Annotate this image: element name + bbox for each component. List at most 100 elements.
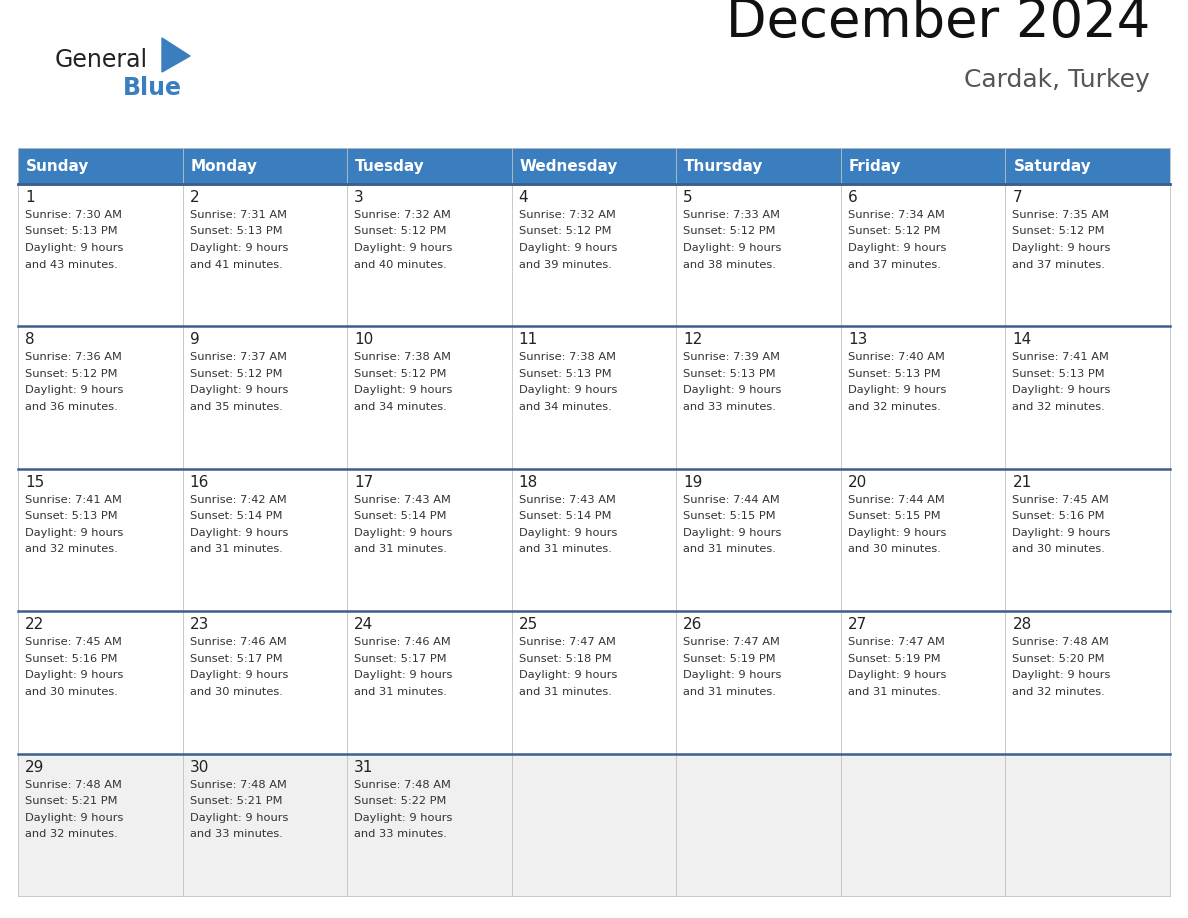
Text: Daylight: 9 hours: Daylight: 9 hours bbox=[848, 670, 946, 680]
Text: Daylight: 9 hours: Daylight: 9 hours bbox=[683, 670, 782, 680]
Text: Sunset: 5:13 PM: Sunset: 5:13 PM bbox=[683, 369, 776, 379]
Text: Sunrise: 7:48 AM: Sunrise: 7:48 AM bbox=[190, 779, 286, 789]
Text: and 31 minutes.: and 31 minutes. bbox=[354, 544, 447, 554]
Bar bbox=[183, 184, 347, 327]
Text: and 31 minutes.: and 31 minutes. bbox=[848, 687, 941, 697]
Text: Sunset: 5:14 PM: Sunset: 5:14 PM bbox=[354, 511, 447, 521]
Text: Sunset: 5:12 PM: Sunset: 5:12 PM bbox=[354, 227, 447, 237]
Text: Monday: Monday bbox=[190, 159, 258, 174]
Text: 29: 29 bbox=[25, 759, 44, 775]
Text: and 30 minutes.: and 30 minutes. bbox=[190, 687, 283, 697]
Text: and 38 minutes.: and 38 minutes. bbox=[683, 260, 776, 270]
Text: and 31 minutes.: and 31 minutes. bbox=[190, 544, 283, 554]
Text: 11: 11 bbox=[519, 332, 538, 347]
Text: 23: 23 bbox=[190, 617, 209, 633]
Text: 16: 16 bbox=[190, 475, 209, 490]
Bar bbox=[676, 754, 841, 896]
Text: Saturday: Saturday bbox=[1013, 159, 1092, 174]
Text: and 31 minutes.: and 31 minutes. bbox=[683, 687, 776, 697]
Text: Sunset: 5:21 PM: Sunset: 5:21 PM bbox=[190, 796, 282, 806]
Bar bbox=[18, 754, 183, 896]
Bar bbox=[841, 148, 1005, 184]
Text: Daylight: 9 hours: Daylight: 9 hours bbox=[683, 243, 782, 253]
Bar bbox=[676, 148, 841, 184]
Text: Daylight: 9 hours: Daylight: 9 hours bbox=[354, 670, 453, 680]
Text: Sunset: 5:13 PM: Sunset: 5:13 PM bbox=[848, 369, 941, 379]
Bar bbox=[841, 469, 1005, 611]
Text: 25: 25 bbox=[519, 617, 538, 633]
Bar bbox=[1005, 754, 1170, 896]
Text: Sunrise: 7:47 AM: Sunrise: 7:47 AM bbox=[683, 637, 781, 647]
Text: 3: 3 bbox=[354, 190, 364, 205]
Text: 8: 8 bbox=[25, 332, 34, 347]
Text: and 32 minutes.: and 32 minutes. bbox=[25, 829, 118, 839]
Text: 6: 6 bbox=[848, 190, 858, 205]
Text: 4: 4 bbox=[519, 190, 529, 205]
Text: Daylight: 9 hours: Daylight: 9 hours bbox=[25, 670, 124, 680]
Text: Sunset: 5:12 PM: Sunset: 5:12 PM bbox=[848, 227, 941, 237]
Text: and 30 minutes.: and 30 minutes. bbox=[848, 544, 941, 554]
Text: 17: 17 bbox=[354, 475, 373, 490]
Text: and 31 minutes.: and 31 minutes. bbox=[519, 544, 612, 554]
Text: Sunrise: 7:40 AM: Sunrise: 7:40 AM bbox=[848, 353, 944, 363]
Text: Sunrise: 7:48 AM: Sunrise: 7:48 AM bbox=[1012, 637, 1110, 647]
Text: Daylight: 9 hours: Daylight: 9 hours bbox=[1012, 243, 1111, 253]
Text: Daylight: 9 hours: Daylight: 9 hours bbox=[190, 243, 287, 253]
Bar bbox=[512, 611, 676, 754]
Text: Sunrise: 7:47 AM: Sunrise: 7:47 AM bbox=[848, 637, 944, 647]
Text: Sunrise: 7:35 AM: Sunrise: 7:35 AM bbox=[1012, 210, 1110, 220]
Text: Sunset: 5:12 PM: Sunset: 5:12 PM bbox=[25, 369, 118, 379]
Text: General: General bbox=[55, 48, 148, 72]
Bar bbox=[347, 327, 512, 469]
Text: Sunrise: 7:38 AM: Sunrise: 7:38 AM bbox=[354, 353, 451, 363]
Text: Daylight: 9 hours: Daylight: 9 hours bbox=[25, 386, 124, 396]
Text: Daylight: 9 hours: Daylight: 9 hours bbox=[519, 670, 617, 680]
Text: and 33 minutes.: and 33 minutes. bbox=[190, 829, 283, 839]
Text: Sunset: 5:13 PM: Sunset: 5:13 PM bbox=[190, 227, 283, 237]
Bar bbox=[18, 184, 183, 327]
Bar bbox=[676, 327, 841, 469]
Text: Sunrise: 7:42 AM: Sunrise: 7:42 AM bbox=[190, 495, 286, 505]
Bar bbox=[1005, 148, 1170, 184]
Text: and 34 minutes.: and 34 minutes. bbox=[519, 402, 612, 412]
Text: Daylight: 9 hours: Daylight: 9 hours bbox=[519, 386, 617, 396]
Text: 19: 19 bbox=[683, 475, 702, 490]
Bar bbox=[347, 611, 512, 754]
Bar bbox=[347, 754, 512, 896]
Text: Sunrise: 7:30 AM: Sunrise: 7:30 AM bbox=[25, 210, 122, 220]
Text: Sunrise: 7:32 AM: Sunrise: 7:32 AM bbox=[354, 210, 451, 220]
Text: and 31 minutes.: and 31 minutes. bbox=[354, 687, 447, 697]
Text: Daylight: 9 hours: Daylight: 9 hours bbox=[519, 243, 617, 253]
Text: and 43 minutes.: and 43 minutes. bbox=[25, 260, 118, 270]
Text: Friday: Friday bbox=[849, 159, 902, 174]
Text: and 37 minutes.: and 37 minutes. bbox=[848, 260, 941, 270]
Text: Sunset: 5:19 PM: Sunset: 5:19 PM bbox=[683, 654, 776, 664]
Text: 18: 18 bbox=[519, 475, 538, 490]
Text: 12: 12 bbox=[683, 332, 702, 347]
Text: Tuesday: Tuesday bbox=[355, 159, 425, 174]
Text: and 37 minutes.: and 37 minutes. bbox=[1012, 260, 1105, 270]
Text: Sunset: 5:13 PM: Sunset: 5:13 PM bbox=[1012, 369, 1105, 379]
Bar bbox=[18, 327, 183, 469]
Text: Sunrise: 7:46 AM: Sunrise: 7:46 AM bbox=[354, 637, 451, 647]
Bar bbox=[512, 184, 676, 327]
Bar bbox=[183, 327, 347, 469]
Text: Sunrise: 7:33 AM: Sunrise: 7:33 AM bbox=[683, 210, 781, 220]
Text: and 36 minutes.: and 36 minutes. bbox=[25, 402, 118, 412]
Text: Sunset: 5:17 PM: Sunset: 5:17 PM bbox=[354, 654, 447, 664]
Text: 28: 28 bbox=[1012, 617, 1031, 633]
Text: Sunset: 5:13 PM: Sunset: 5:13 PM bbox=[25, 511, 118, 521]
Text: and 32 minutes.: and 32 minutes. bbox=[25, 544, 118, 554]
Text: Sunrise: 7:41 AM: Sunrise: 7:41 AM bbox=[1012, 353, 1110, 363]
Text: and 39 minutes.: and 39 minutes. bbox=[519, 260, 612, 270]
Bar bbox=[347, 469, 512, 611]
Text: 21: 21 bbox=[1012, 475, 1031, 490]
Text: Daylight: 9 hours: Daylight: 9 hours bbox=[190, 386, 287, 396]
Text: Daylight: 9 hours: Daylight: 9 hours bbox=[190, 528, 287, 538]
Bar bbox=[512, 754, 676, 896]
Bar bbox=[347, 184, 512, 327]
Text: Daylight: 9 hours: Daylight: 9 hours bbox=[190, 670, 287, 680]
Text: Daylight: 9 hours: Daylight: 9 hours bbox=[354, 528, 453, 538]
Text: Sunrise: 7:41 AM: Sunrise: 7:41 AM bbox=[25, 495, 122, 505]
Text: Sunrise: 7:36 AM: Sunrise: 7:36 AM bbox=[25, 353, 122, 363]
